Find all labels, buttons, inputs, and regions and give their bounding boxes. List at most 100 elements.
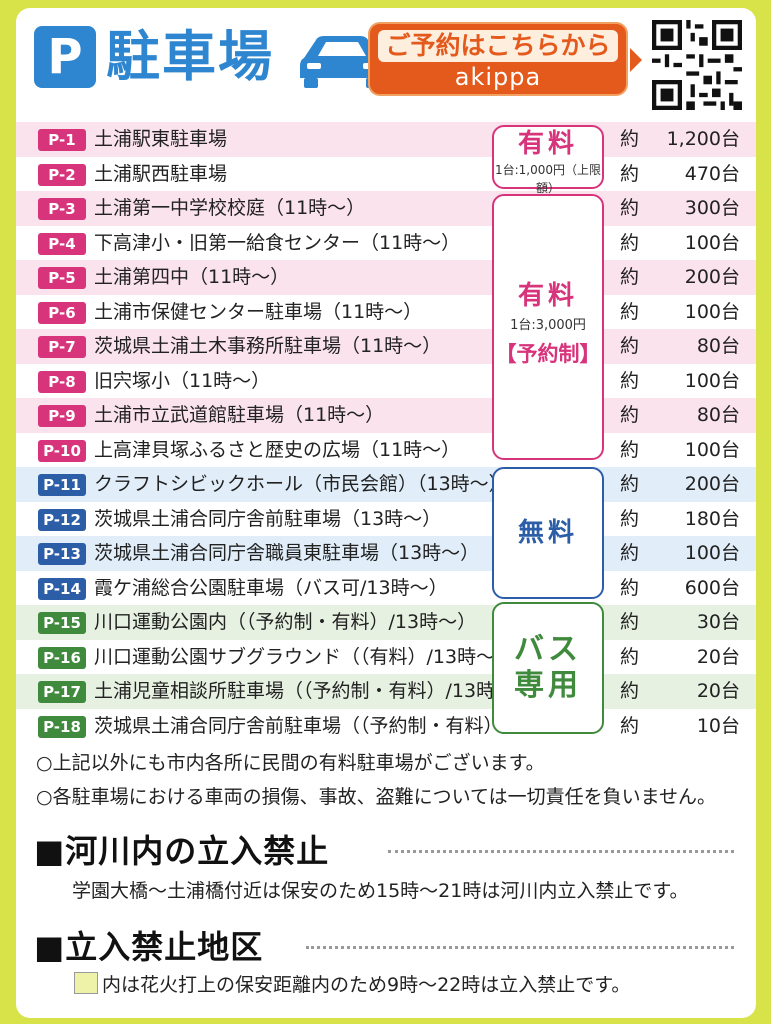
parking-name: 土浦市立武道館駐車場（11時～） bbox=[94, 404, 385, 426]
parking-capacity: 200台 bbox=[684, 473, 740, 495]
restricted-heading: ■立入禁止地区 bbox=[34, 928, 264, 966]
fee-detail: 1台:1,000円（上限額） bbox=[494, 163, 602, 195]
parking-capacity: 100台 bbox=[684, 231, 740, 254]
parking-id-badge: P-4 bbox=[38, 232, 86, 255]
parking-name: 霞ケ浦総合公園駐車場（バス可/13時～） bbox=[94, 576, 448, 599]
parking-capacity: 180台 bbox=[684, 507, 740, 530]
table-row: P-12 茨城県土浦合同庁舎前駐車場（13時～） 約 180台 bbox=[16, 502, 756, 537]
parking-id-badge: P-14 bbox=[38, 577, 86, 600]
parking-name: 茨城県土浦土木事務所駐車場（11時～） bbox=[94, 335, 442, 357]
parking-id-badge: P-2 bbox=[38, 163, 86, 186]
table-row: P-8 旧宍塚小（11時～） 約 100台 bbox=[16, 364, 756, 399]
table-row: P-6 土浦市保健センター駐車場（11時～） 約 100台 bbox=[16, 295, 756, 330]
parking-name: 茨城県土浦合同庁舎前駐車場（13時～） bbox=[94, 507, 442, 530]
parking-id-badge: P-17 bbox=[38, 681, 86, 703]
parking-id-badge: P-3 bbox=[38, 198, 86, 220]
approx-label: 約 bbox=[620, 162, 640, 185]
parking-id-badge: P-10 bbox=[38, 439, 86, 462]
parking-name: 川口運動公園内（（予約制・有料）/13時～） bbox=[94, 611, 477, 633]
parking-capacity: 300台 bbox=[684, 197, 740, 219]
note-liability: ○各駐車場における車両の損傷、事故、盗難については一切責任を負いません。 bbox=[36, 786, 717, 808]
parking-name: 下高津小・旧第一給食センター（11時～） bbox=[94, 231, 461, 254]
parking-name: 土浦市保健センター駐車場（11時～） bbox=[94, 300, 423, 323]
arrow-right-icon bbox=[630, 48, 642, 72]
fee-box-free: 無料 bbox=[492, 467, 604, 599]
note-private-parking: ○上記以外にも市内各所に民間の有料駐車場がございます。 bbox=[36, 752, 545, 774]
parking-capacity: 470台 bbox=[684, 162, 740, 185]
table-row: P-18 茨城県土浦合同庁舎前駐車場（（予約制・有料）/13時～） 約 10台 bbox=[16, 709, 756, 744]
table-row: P-5 土浦第四中（11時～） 約 200台 bbox=[16, 260, 756, 295]
parking-name: 土浦駅西駐車場 bbox=[94, 162, 228, 185]
table-row: P-17 土浦児童相談所駐車場（（予約制・有料）/13時～） 約 20台 bbox=[16, 674, 756, 709]
parking-id-badge: P-5 bbox=[38, 267, 86, 289]
parking-capacity: 100台 bbox=[684, 369, 740, 392]
parking-capacity: 100台 bbox=[684, 300, 740, 323]
approx-label: 約 bbox=[620, 611, 640, 633]
fee-box-bus: バス 専用 bbox=[492, 602, 604, 734]
approx-label: 約 bbox=[620, 438, 640, 461]
approx-label: 約 bbox=[620, 680, 640, 702]
parking-id-badge: P-1 bbox=[38, 129, 86, 151]
approx-label: 約 bbox=[620, 128, 640, 150]
fee-title: 無料 bbox=[517, 518, 578, 548]
approx-label: 約 bbox=[620, 335, 640, 357]
parking-id-badge: P-18 bbox=[38, 715, 86, 738]
table-row: P-16 川口運動公園サブグラウンド（（有料）/13時～） 約 20台 bbox=[16, 640, 756, 675]
fee-box-paid-limit: 有料 1台:1,000円（上限額） bbox=[492, 125, 604, 195]
parking-capacity: 1,200台 bbox=[666, 128, 740, 150]
bus-title-line2: 専用 bbox=[514, 668, 582, 703]
parking-capacity: 10台 bbox=[696, 714, 740, 737]
bus-title-line1: バス bbox=[514, 632, 582, 667]
parking-name: 土浦第四中（11時～） bbox=[94, 266, 290, 288]
table-row: P-4 下高津小・旧第一給食センター（11時～） 約 100台 bbox=[16, 226, 756, 261]
parking-id-badge: P-12 bbox=[38, 508, 86, 531]
table-row: P-15 川口運動公園内（（予約制・有料）/13時～） 約 30台 bbox=[16, 605, 756, 640]
reservation-tag: 【予約制】 bbox=[495, 342, 601, 366]
approx-label: 約 bbox=[620, 369, 640, 392]
qr-code-icon[interactable] bbox=[652, 20, 742, 110]
parking-name: 茨城県土浦合同庁舎職員東駐車場（13時～） bbox=[94, 542, 480, 564]
parking-id-badge: P-7 bbox=[38, 336, 86, 358]
parking-capacity: 100台 bbox=[684, 438, 740, 461]
approx-label: 約 bbox=[620, 404, 640, 426]
approx-label: 約 bbox=[620, 542, 640, 564]
parking-name: 旧宍塚小（11時～） bbox=[94, 369, 271, 392]
parking-capacity: 20台 bbox=[696, 645, 740, 668]
parking-name: 土浦第一中学校校庭（11時～） bbox=[94, 197, 366, 219]
akippa-reserve-button[interactable]: ご予約はこちらから akippa bbox=[368, 22, 628, 96]
parking-capacity: 20台 bbox=[696, 680, 740, 702]
river-text: 学園大橋～土浦橋付近は保安のため15時～21時は河川内立入禁止です。 bbox=[72, 880, 689, 902]
parking-name: クラフトシビックホール（市民会館）（13時～） bbox=[94, 473, 508, 495]
approx-label: 約 bbox=[620, 197, 640, 219]
parking-id-badge: P-8 bbox=[38, 370, 86, 393]
table-row: P-14 霞ケ浦総合公園駐車場（バス可/13時～） 約 600台 bbox=[16, 571, 756, 606]
fee-box-paid-reserved: 有料 1台:3,000円 【予約制】 bbox=[492, 194, 604, 460]
approx-label: 約 bbox=[620, 300, 640, 323]
fee-title: 有料 bbox=[517, 129, 578, 159]
table-row: P-13 茨城県土浦合同庁舎職員東駐車場（13時～） 約 100台 bbox=[16, 536, 756, 571]
parking-name: 土浦児童相談所駐車場（（予約制・有料）/13時～） bbox=[94, 680, 534, 702]
parking-id-badge: P-13 bbox=[38, 543, 86, 565]
parking-capacity: 80台 bbox=[696, 335, 740, 357]
parking-name: 茨城県土浦合同庁舎前駐車場（（予約制・有料）/13時～） bbox=[94, 714, 591, 737]
parking-capacity: 200台 bbox=[684, 266, 740, 288]
parking-p-icon: P bbox=[34, 26, 96, 88]
parking-capacity: 600台 bbox=[684, 576, 740, 599]
page-title: 駐車場 bbox=[106, 25, 274, 88]
restricted-area-swatch bbox=[74, 972, 98, 994]
parking-id-badge: P-6 bbox=[38, 301, 86, 324]
reserve-label: ご予約はこちらから bbox=[378, 30, 618, 62]
akippa-label: akippa bbox=[454, 63, 542, 91]
approx-label: 約 bbox=[620, 576, 640, 599]
parking-capacity: 30台 bbox=[696, 611, 740, 633]
table-row: P-2 土浦駅西駐車場 約 470台 bbox=[16, 157, 756, 192]
approx-label: 約 bbox=[620, 266, 640, 288]
approx-label: 約 bbox=[620, 231, 640, 254]
parking-id-badge: P-9 bbox=[38, 405, 86, 427]
approx-label: 約 bbox=[620, 473, 640, 495]
restricted-line: 内は花火打上の保安距離内のため9時～22時は立入禁止です。 bbox=[74, 970, 630, 997]
parking-name: 上高津貝塚ふるさと歴史の広場（11時～） bbox=[94, 438, 461, 461]
table-row: P-1 土浦駅東駐車場 約 1,200台 bbox=[16, 122, 756, 157]
table-row: P-3 土浦第一中学校校庭（11時～） 約 300台 bbox=[16, 191, 756, 226]
fee-title: 有料 bbox=[517, 281, 578, 311]
